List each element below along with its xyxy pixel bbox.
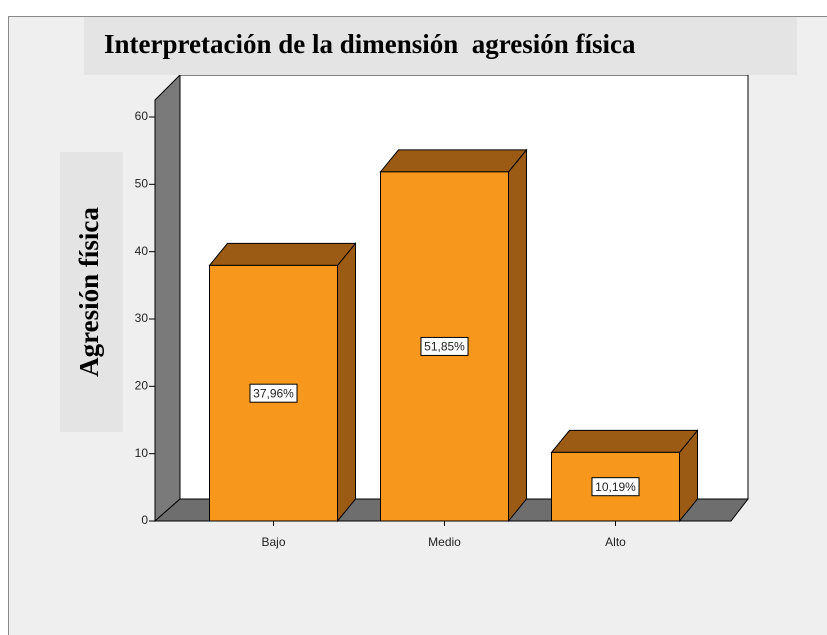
y-tick-label: 20: [135, 379, 149, 393]
x-tick-label: Alto: [605, 535, 626, 549]
left-wall: [154, 73, 181, 523]
value-label-box: [420, 336, 469, 356]
chart-title: Interpretación de la dimensión agresión …: [104, 29, 636, 59]
bar-top: [208, 242, 357, 266]
value-label: 37,96%: [253, 386, 294, 400]
y-tick-label: 0: [141, 513, 148, 527]
bar-side: [337, 242, 356, 523]
y-axis-label: Agresión física: [74, 207, 104, 377]
y-label-box: [60, 152, 123, 432]
value-label-box: [591, 477, 640, 497]
y-tick-label: 30: [135, 311, 149, 325]
value-label: 10,19%: [595, 480, 636, 494]
x-tick-label: Bajo: [261, 535, 285, 549]
bar-top: [379, 149, 528, 173]
bar-top: [550, 429, 699, 453]
y-tick-label: 60: [135, 109, 149, 123]
title-box: [84, 17, 797, 75]
x-tick-label: Medio: [428, 535, 461, 549]
y-tick-label: 10: [135, 446, 149, 460]
y-tick-label: 40: [135, 244, 149, 258]
value-label: 51,85%: [424, 340, 465, 354]
y-tick-label: 50: [135, 177, 149, 191]
bar-side: [508, 148, 527, 523]
value-label-box: [249, 383, 298, 403]
